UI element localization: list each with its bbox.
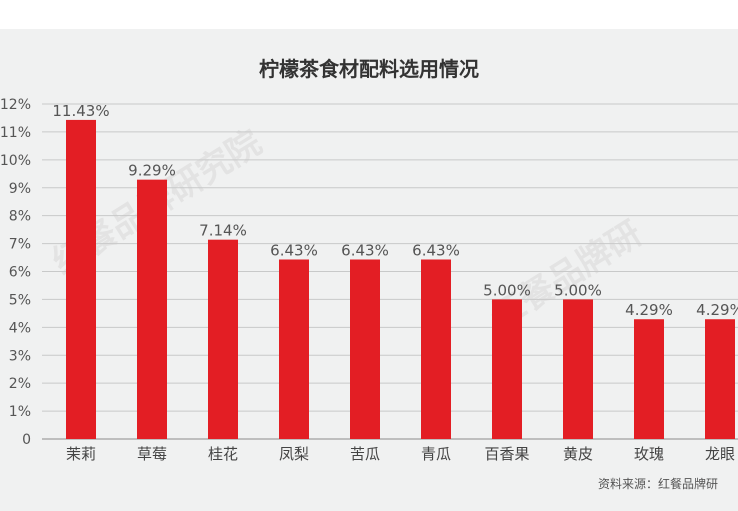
bar: [350, 259, 380, 439]
x-tick-label: 凤梨: [279, 445, 309, 463]
y-tick-label: 4%: [9, 320, 31, 336]
labels-layer: 11.43% 9.29% 7.14% 6.43% 6.43% 6.43% 5.00% 5.00…: [52, 102, 738, 319]
bar: [563, 299, 593, 439]
x-tick-label: 黄皮: [563, 445, 593, 463]
y-tick-label: 0: [22, 432, 31, 448]
y-tick-label: 1%: [9, 404, 31, 420]
x-tick-label: 玫瑰: [634, 445, 664, 463]
y-axis: 0 1% 2% 3% 4% 5% 6% 7% 8% 9% 10% 11% 12%: [0, 97, 31, 448]
bar: [279, 259, 309, 439]
bars-layer: [66, 119, 735, 439]
chart-title: 柠檬茶食材配料选用情况: [259, 57, 479, 81]
source-note: 资料来源：红餐品牌研: [598, 476, 718, 491]
bar: [137, 179, 167, 439]
bar: [66, 119, 96, 439]
data-label: 9.29%: [128, 162, 176, 180]
y-tick-label: 7%: [9, 237, 31, 253]
x-tick-label: 青瓜: [421, 445, 451, 463]
bar: [634, 319, 664, 439]
bar: [208, 239, 238, 439]
data-label: 7.14%: [199, 222, 247, 240]
bar: [492, 299, 522, 439]
data-label: 4.29%: [625, 301, 673, 319]
y-tick-label: 10%: [0, 153, 31, 169]
bar: [421, 259, 451, 439]
x-tick-label: 苦瓜: [350, 445, 380, 463]
y-tick-label: 5%: [9, 292, 31, 308]
y-tick-label: 12%: [0, 97, 31, 113]
y-tick-label: 8%: [9, 209, 31, 225]
x-tick-label: 草莓: [137, 445, 167, 463]
data-label: 5.00%: [554, 281, 602, 299]
y-tick-label: 11%: [0, 125, 31, 141]
y-tick-label: 6%: [9, 265, 31, 281]
x-tick-label: 百香果: [484, 445, 529, 463]
x-tick-label: 茉莉: [66, 445, 96, 463]
y-tick-label: 2%: [9, 376, 31, 392]
y-tick-label: 9%: [9, 181, 31, 197]
y-tick-label: 3%: [9, 348, 31, 364]
x-tick-label: 龙眼: [705, 445, 735, 463]
data-label: 11.43%: [52, 102, 109, 120]
bar: [705, 319, 735, 439]
x-tick-label: 桂花: [208, 445, 238, 463]
x-axis: 茉莉 草莓 桂花 凤梨 苦瓜 青瓜 百香果 黄皮 玫瑰 龙眼: [66, 445, 735, 463]
data-label: 6.43%: [270, 241, 318, 259]
data-label: 6.43%: [341, 241, 389, 259]
data-label: 6.43%: [412, 241, 460, 259]
data-label: 4.29%: [696, 301, 738, 319]
data-label: 5.00%: [483, 281, 531, 299]
